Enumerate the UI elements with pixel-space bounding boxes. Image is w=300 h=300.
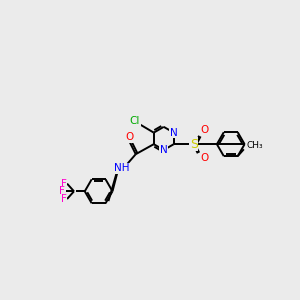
Text: O: O [125,132,134,142]
Text: N: N [160,145,168,155]
Text: O: O [200,153,209,163]
Text: NH: NH [114,163,130,173]
Text: S: S [190,138,198,151]
Text: O: O [200,125,209,135]
Text: CH₃: CH₃ [247,141,263,150]
Text: F: F [61,178,67,189]
Text: F: F [61,194,67,204]
Text: F: F [59,186,65,196]
Text: Cl: Cl [130,116,140,126]
Text: N: N [170,128,178,138]
